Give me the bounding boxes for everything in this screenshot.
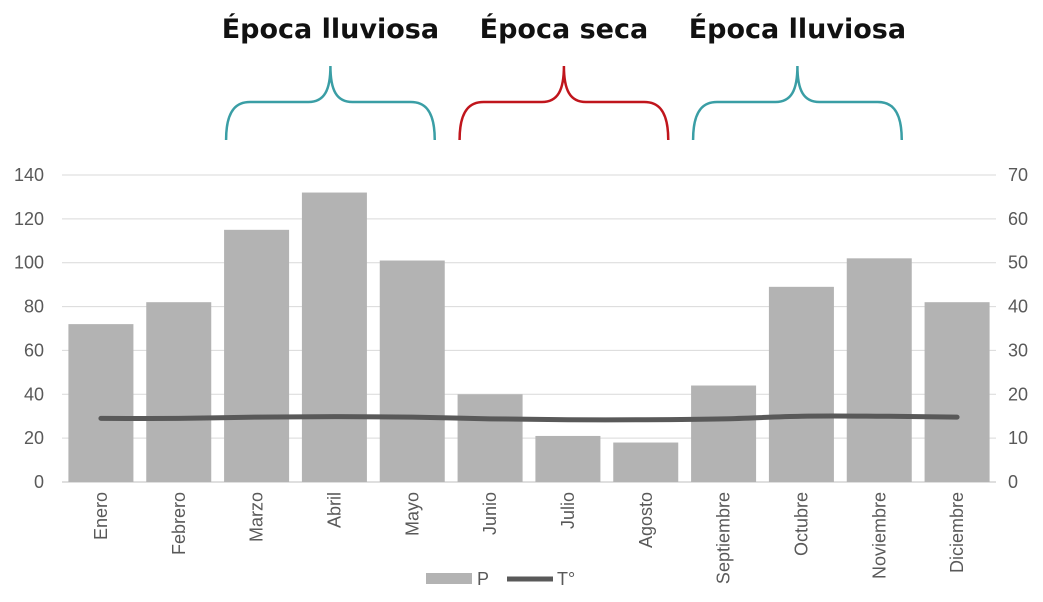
gridlines [62, 174, 996, 483]
left-tick-label: 0 [34, 472, 44, 492]
season-label: Época seca [480, 13, 649, 45]
category-label: Marzo [247, 492, 267, 542]
bar-febrero [146, 302, 212, 482]
bar-abril [301, 192, 367, 483]
season-label: Época lluviosa [689, 13, 906, 45]
season-brace [458, 65, 670, 141]
bar-noviembre [846, 258, 912, 482]
legend-swatch-p [426, 573, 472, 584]
season-annotations: Época lluviosa Época seca Época lluviosa [222, 13, 906, 141]
left-tick-label: 80 [24, 297, 44, 317]
category-label: Enero [91, 492, 111, 540]
temperature-series-line [98, 413, 960, 423]
right-tick-label: 60 [1008, 209, 1028, 229]
right-tick-label: 50 [1008, 253, 1028, 273]
right-axis-ticks: 0 10 20 30 40 50 60 70 [1008, 165, 1028, 492]
legend-label-t: T° [557, 569, 575, 589]
bar-diciembre [924, 302, 990, 482]
right-tick-label: 10 [1008, 428, 1028, 448]
left-tick-label: 40 [24, 384, 44, 404]
category-label: Octubre [791, 492, 811, 556]
precipitation-bars [68, 192, 990, 483]
bar-mayo [379, 260, 445, 482]
category-label: Junio [480, 492, 500, 535]
bar-marzo [224, 229, 290, 482]
season-brace [224, 65, 436, 141]
bar-julio [535, 435, 601, 482]
category-label: Diciembre [947, 492, 967, 573]
category-label: Mayo [402, 492, 422, 536]
right-tick-label: 20 [1008, 384, 1028, 404]
category-label: Febrero [169, 492, 189, 555]
right-tick-label: 70 [1008, 165, 1028, 185]
legend: P T° [426, 569, 575, 589]
left-axis-ticks: 0 20 40 60 80 100 120 140 [14, 165, 44, 492]
category-label: Septiembre [714, 492, 734, 584]
left-tick-label: 100 [14, 253, 44, 273]
legend-label-p: P [477, 569, 489, 589]
category-labels: Enero Febrero Marzo Abril Mayo Junio Julio Agos… [91, 492, 967, 584]
bar-septiembre [691, 385, 757, 482]
category-label: Agosto [636, 492, 656, 548]
left-tick-label: 20 [24, 428, 44, 448]
bar-agosto [613, 442, 679, 482]
right-tick-label: 0 [1008, 472, 1018, 492]
left-tick-label: 60 [24, 340, 44, 360]
left-tick-label: 140 [14, 165, 44, 185]
season-brace [691, 65, 903, 141]
bar-enero [68, 324, 134, 482]
bar-octubre [768, 286, 834, 482]
category-label: Julio [558, 492, 578, 529]
temperature-line [98, 413, 960, 423]
left-tick-label: 120 [14, 209, 44, 229]
category-label: Abril [324, 492, 344, 528]
bar-junio [457, 394, 523, 482]
category-label: Noviembre [869, 492, 889, 579]
season-label: Época lluviosa [222, 13, 439, 45]
right-tick-label: 30 [1008, 340, 1028, 360]
right-tick-label: 40 [1008, 297, 1028, 317]
